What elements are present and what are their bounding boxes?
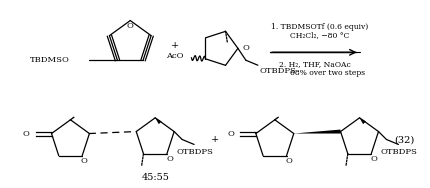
Text: +: + — [211, 135, 219, 144]
Text: O: O — [285, 157, 292, 165]
Polygon shape — [294, 130, 341, 133]
Text: O: O — [127, 21, 134, 30]
Text: 45:55: 45:55 — [141, 173, 169, 182]
Text: OTBDPS: OTBDPS — [260, 67, 297, 75]
Text: O: O — [243, 44, 250, 52]
Text: 68% over two steps: 68% over two steps — [290, 69, 365, 77]
Text: O: O — [166, 155, 173, 163]
Text: AcO: AcO — [166, 52, 184, 60]
Text: O: O — [371, 155, 378, 163]
Text: CH₂Cl₂, −80 °C: CH₂Cl₂, −80 °C — [290, 31, 349, 39]
Text: O: O — [23, 130, 30, 138]
Text: 2. H₂, THF, NaOAc: 2. H₂, THF, NaOAc — [279, 60, 350, 68]
Text: 1. TBDMSOTf (0.6 equiv): 1. TBDMSOTf (0.6 equiv) — [271, 23, 368, 30]
Text: +: + — [171, 41, 179, 50]
Text: TBDMSO: TBDMSO — [30, 56, 70, 64]
Polygon shape — [359, 118, 366, 124]
Text: O: O — [227, 130, 234, 138]
Text: O: O — [81, 157, 88, 165]
Text: OTBDPS: OTBDPS — [381, 148, 418, 156]
Polygon shape — [155, 118, 162, 124]
Text: OTBDPS: OTBDPS — [177, 148, 214, 156]
Text: (32): (32) — [394, 135, 415, 144]
